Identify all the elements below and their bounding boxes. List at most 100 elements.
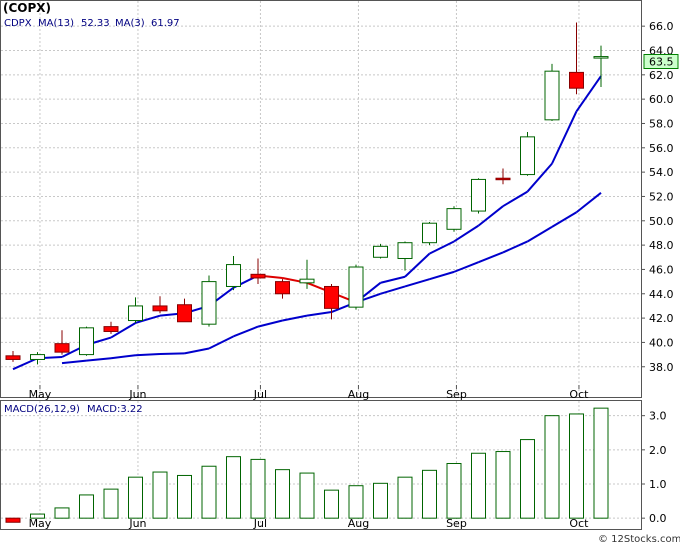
macd-bar [324,489,339,519]
macd-bar [79,494,94,519]
price-tick-label: 56.0 [649,142,674,155]
ma13-segment [429,270,455,281]
candle-down [250,273,266,279]
candle-down [324,285,339,309]
ma3-segment [12,357,38,371]
ma13-segment [184,347,210,355]
candle-down [177,304,192,323]
macd-bar [250,458,266,519]
ma13-segment [502,240,528,254]
ma13-segment [404,278,430,288]
ma13-segment [257,319,283,328]
ma3-segment [429,240,455,255]
candle-down [54,343,70,353]
legend-ma3-label: MA(3) [115,18,145,29]
legend-ma13-value: 52.33 [81,18,110,29]
watermark: © 12Stocks.com [598,534,680,545]
candle-up [422,222,437,244]
ma13-segment [110,354,136,360]
month-label: Aug [348,388,369,401]
macd-legend-label: MACD(26,12,9) [4,404,80,415]
ma3-segment [404,252,431,278]
macd-bar [373,482,388,519]
ma13-segment [86,357,112,362]
macd-bar [593,407,609,519]
price-panel [0,0,642,398]
ma13-segment [159,352,185,355]
legend-ma3-value: 61.97 [151,18,180,29]
ma3-segment [380,275,406,284]
candle-down [5,355,21,360]
candle-up [79,327,94,356]
macd-bar [30,513,45,519]
candle-down [275,281,290,295]
ma13-segment [526,226,553,243]
macd-bar [152,471,168,519]
ma13-segment [551,211,578,228]
candle-up [348,266,364,308]
ma13-segment [282,314,308,322]
price-tick-label: 66.0 [649,20,674,33]
month-label: Jul [253,517,267,530]
macd-y-axis: 0.0 1.0 2.0 3.0 [641,410,667,525]
macd-bar [275,469,290,519]
ma13-segment [453,261,479,273]
macd-x-axis: May Jun Jul Aug Sep Oct [29,517,590,530]
ma3-segment [502,190,529,208]
candle-up [397,242,413,259]
month-label: Sep [446,388,467,401]
macd-bar [54,507,70,519]
macd-bar [299,472,315,519]
macd-bar [544,415,560,519]
candle-up [30,354,45,360]
macd-bar [201,465,217,519]
price-tick-label: 46.0 [649,263,674,276]
ma3-line [12,75,602,371]
month-label: Oct [569,517,589,530]
ma13-segment [208,335,234,350]
macd-bar [226,456,241,519]
macd-bar [520,439,535,519]
last-price-label: 63.5 [649,56,674,69]
macd-bar [422,469,437,519]
last-price-badge [643,54,679,69]
macd-bar [495,451,511,519]
candle-up [299,278,315,284]
ma13-segment [61,359,87,365]
price-tick-label: 58.0 [649,117,674,130]
chart-title: (COPX) [3,1,51,15]
price-tick-label: 62.0 [649,69,674,82]
price-y-axis: 38.0 40.0 42.0 44.0 46.0 48.0 50.0 52.0 54.0 56.0… [641,20,674,374]
candle-down [495,177,511,181]
candle-up [373,245,388,258]
ma13-segment [380,285,406,295]
candle-up [446,208,462,230]
month-label: May [29,517,52,530]
ma13-segment [306,311,332,317]
candlesticks [5,22,609,365]
macd-bar [348,485,364,519]
ma3-segment [551,110,578,165]
price-tick-label: 50.0 [649,215,674,228]
price-tick-label: 60.0 [649,93,674,106]
macd-bar [128,476,143,519]
macd-bar [177,474,192,519]
month-label: Jun [128,517,146,530]
candle-up [520,136,535,176]
ma3-segment [110,322,137,339]
macd-bar [569,413,584,519]
ma13-segment [575,192,602,214]
ma3-segment [477,205,504,227]
legend-symbol: CDPX [4,18,32,29]
month-label: Aug [348,517,369,530]
month-label: Jul [253,388,267,401]
month-label: Jun [128,388,146,401]
macd-tick-label: 2.0 [649,444,667,457]
legend-ma13-label: MA(13) [38,18,74,29]
candle-down [152,305,168,312]
ma3-segment [575,75,602,112]
macd-bar [471,452,486,519]
candle-up [128,305,143,322]
ma13-line [61,192,602,365]
